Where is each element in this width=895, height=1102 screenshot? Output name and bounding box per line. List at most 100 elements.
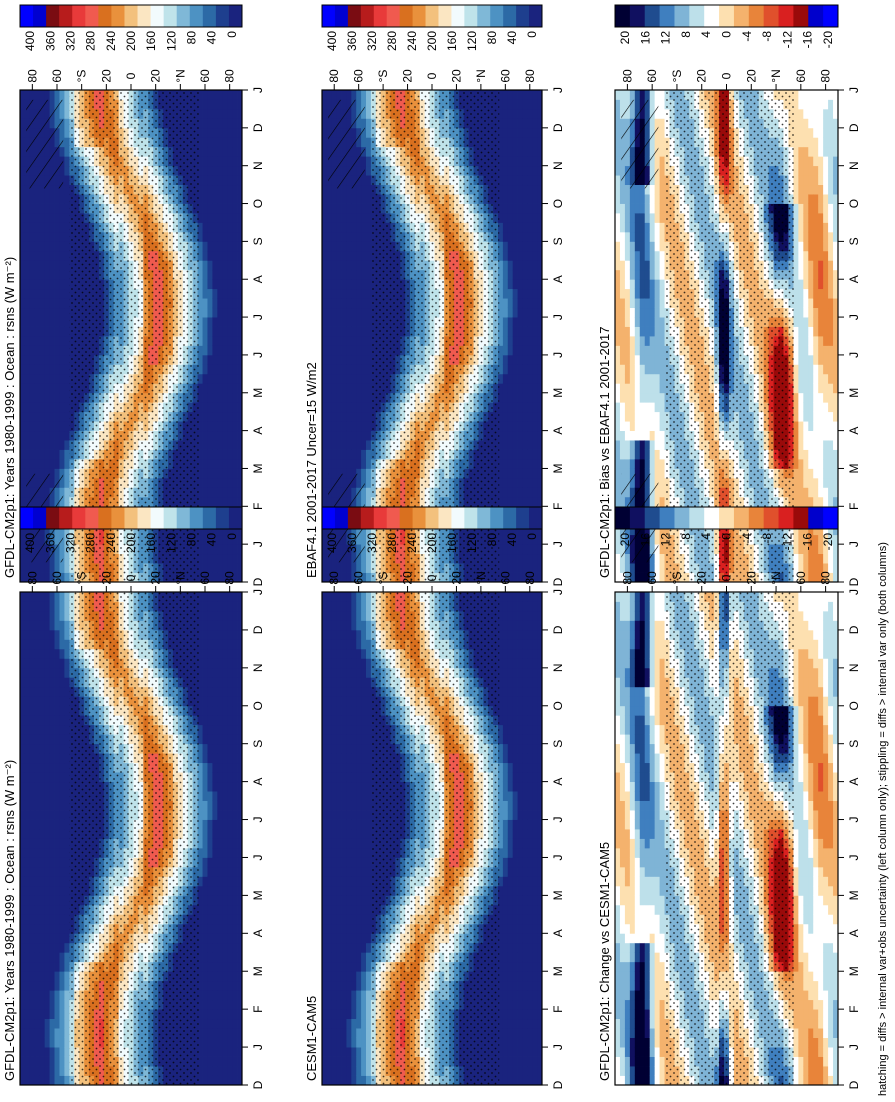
field-cell	[24, 402, 31, 413]
field-cell	[217, 705, 223, 716]
field-cell	[49, 923, 55, 934]
field-cell	[326, 241, 333, 252]
field-cell	[212, 1009, 218, 1020]
field-cell	[232, 449, 238, 460]
field-cell	[24, 288, 31, 299]
field-cell	[39, 876, 46, 887]
field-cell	[59, 696, 65, 707]
field-cell	[29, 430, 36, 441]
field-cell	[212, 942, 218, 953]
field-cell	[24, 317, 31, 327]
field-cell	[217, 165, 223, 176]
field-cell	[39, 990, 46, 1001]
field-cell	[207, 990, 213, 1001]
field-cell	[59, 800, 65, 811]
field-cell	[217, 990, 223, 1001]
field-cell	[222, 999, 228, 1010]
field-cell	[39, 231, 46, 242]
field-cell	[20, 1009, 26, 1020]
field-cell	[59, 572, 65, 583]
field-cell	[326, 250, 333, 261]
field-cell	[222, 914, 228, 925]
field-cell	[212, 772, 218, 783]
field-cell	[29, 961, 36, 972]
field-cell	[217, 326, 223, 337]
field-cell	[212, 127, 218, 138]
field-cell	[207, 241, 213, 252]
field-cell	[64, 914, 70, 925]
field-cell	[64, 99, 70, 110]
field-cell	[202, 620, 208, 631]
field-cell	[227, 999, 233, 1010]
field-cell	[212, 1056, 218, 1067]
month-label: O	[251, 701, 265, 710]
field-cell	[44, 1075, 50, 1086]
field-cell	[217, 800, 223, 811]
field-cell	[232, 724, 238, 735]
field-cell	[49, 847, 55, 858]
panel-title-p2: GFDL-CM2p1: Years 1980-1999 : Ocean : rs…	[2, 760, 17, 1081]
colorbar-swatch	[59, 5, 73, 27]
field-cell	[217, 99, 223, 110]
field-cell	[322, 345, 328, 356]
field-cell	[44, 326, 50, 337]
field-cell	[20, 819, 26, 830]
field-cell	[207, 1047, 213, 1057]
lat-label: 80	[25, 571, 39, 585]
colorbar-swatch	[215, 507, 230, 529]
field-cell	[64, 686, 70, 697]
field-cell	[29, 724, 36, 735]
field-cell	[34, 800, 41, 811]
field-cell	[29, 440, 36, 450]
field-cell	[202, 1028, 208, 1038]
field-cell	[202, 734, 208, 745]
field-cell	[24, 373, 31, 384]
field-cell	[217, 829, 223, 839]
field-cell	[34, 279, 41, 290]
field-cell	[59, 354, 65, 365]
field-cell	[54, 184, 60, 195]
field-cell	[212, 449, 218, 460]
field-cell	[232, 1047, 238, 1057]
field-cell	[20, 648, 26, 659]
field-cell	[222, 866, 228, 877]
field-cell	[39, 402, 46, 413]
field-cell	[54, 715, 60, 726]
field-cell	[24, 1037, 31, 1048]
field-cell	[202, 639, 208, 650]
field-cell	[39, 715, 46, 726]
field-cell	[49, 914, 55, 925]
field-cell	[232, 345, 238, 356]
field-cell	[217, 354, 223, 365]
field-cell	[29, 449, 36, 460]
field-cell	[212, 468, 218, 479]
field-cell	[222, 354, 228, 365]
field-cell	[54, 279, 60, 290]
field-cell	[207, 146, 213, 157]
field-cell	[20, 496, 26, 507]
field-cell	[59, 658, 65, 669]
colorbar-swatch	[46, 5, 60, 27]
field-cell	[212, 317, 218, 327]
field-cell	[227, 127, 233, 138]
month-label: M	[251, 966, 265, 976]
field-cell	[64, 999, 70, 1010]
field-cell	[59, 990, 65, 1001]
field-cell	[54, 383, 60, 394]
field-cell	[232, 933, 238, 944]
field-cell	[202, 1018, 208, 1029]
panels-layer: DJFMAMJJASONDJ8060°N20020°S6080GFDL-CM2p…	[2, 4, 861, 1089]
field-cell	[222, 345, 228, 356]
field-cell	[34, 90, 41, 100]
field-cell	[29, 1056, 36, 1067]
field-cell	[212, 629, 218, 640]
field-cell	[29, 260, 36, 271]
field-cell	[54, 724, 60, 735]
field-cell	[331, 307, 338, 318]
field-cell	[24, 810, 31, 820]
field-cell	[44, 317, 50, 327]
field-cell	[29, 980, 36, 991]
field-cell	[207, 1037, 213, 1048]
field-cell	[54, 592, 60, 602]
field-cell	[29, 326, 36, 337]
